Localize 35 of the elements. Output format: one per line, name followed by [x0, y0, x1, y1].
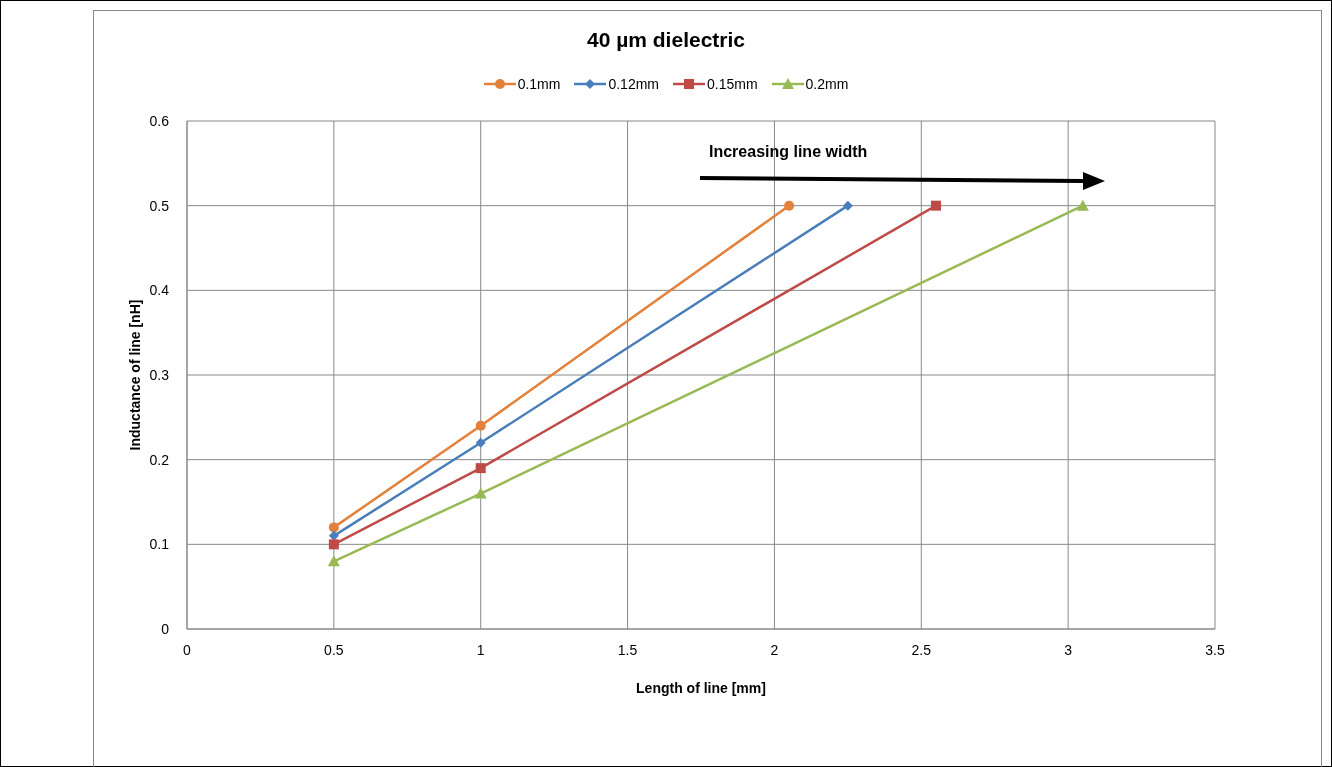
- point: [327, 555, 340, 567]
- chart-title: 40 µm dielectric: [586, 28, 746, 52]
- point: [328, 539, 339, 550]
- x-tick-label: 2: [770, 641, 779, 658]
- point: [328, 522, 339, 533]
- y-tick-label: 0: [161, 620, 170, 637]
- y-tick-label: 0.3: [149, 366, 170, 383]
- x-tick-label: 0: [183, 641, 192, 658]
- x-tick-label: 0.5: [324, 641, 344, 658]
- y-tick-label: 0.6: [149, 112, 170, 129]
- y-tick-label: 0.2: [149, 451, 170, 468]
- y-tick-label: 0.4: [149, 282, 170, 299]
- point: [784, 200, 795, 211]
- y-tick-label: 0.5: [149, 197, 170, 214]
- point: [842, 200, 853, 211]
- x-axis-title: Length of line [mm]: [636, 679, 766, 696]
- annotation: Increasing line width: [709, 143, 868, 161]
- point: [930, 200, 941, 211]
- point: [475, 463, 486, 474]
- x-tick-label: 1.5: [617, 641, 638, 658]
- legend-label: 0.1mm: [517, 76, 561, 92]
- point: [475, 420, 486, 431]
- x-tick-label: 3.5: [1205, 641, 1225, 658]
- point: [474, 487, 487, 499]
- legend-label: 0.2mm: [805, 76, 849, 92]
- x-tick-label: 2.5: [911, 641, 932, 658]
- legend-label: 0.12mm: [608, 76, 659, 92]
- x-tick-label: 1: [476, 641, 485, 658]
- legend-label: 0.15mm: [707, 76, 758, 92]
- point: [475, 437, 486, 448]
- point: [328, 530, 339, 541]
- y-axis-title: Inductance of line [nH]: [126, 299, 143, 451]
- y-tick-label: 0.1: [149, 536, 170, 553]
- x-tick-label: 3: [1064, 641, 1073, 658]
- point: [1076, 199, 1089, 211]
